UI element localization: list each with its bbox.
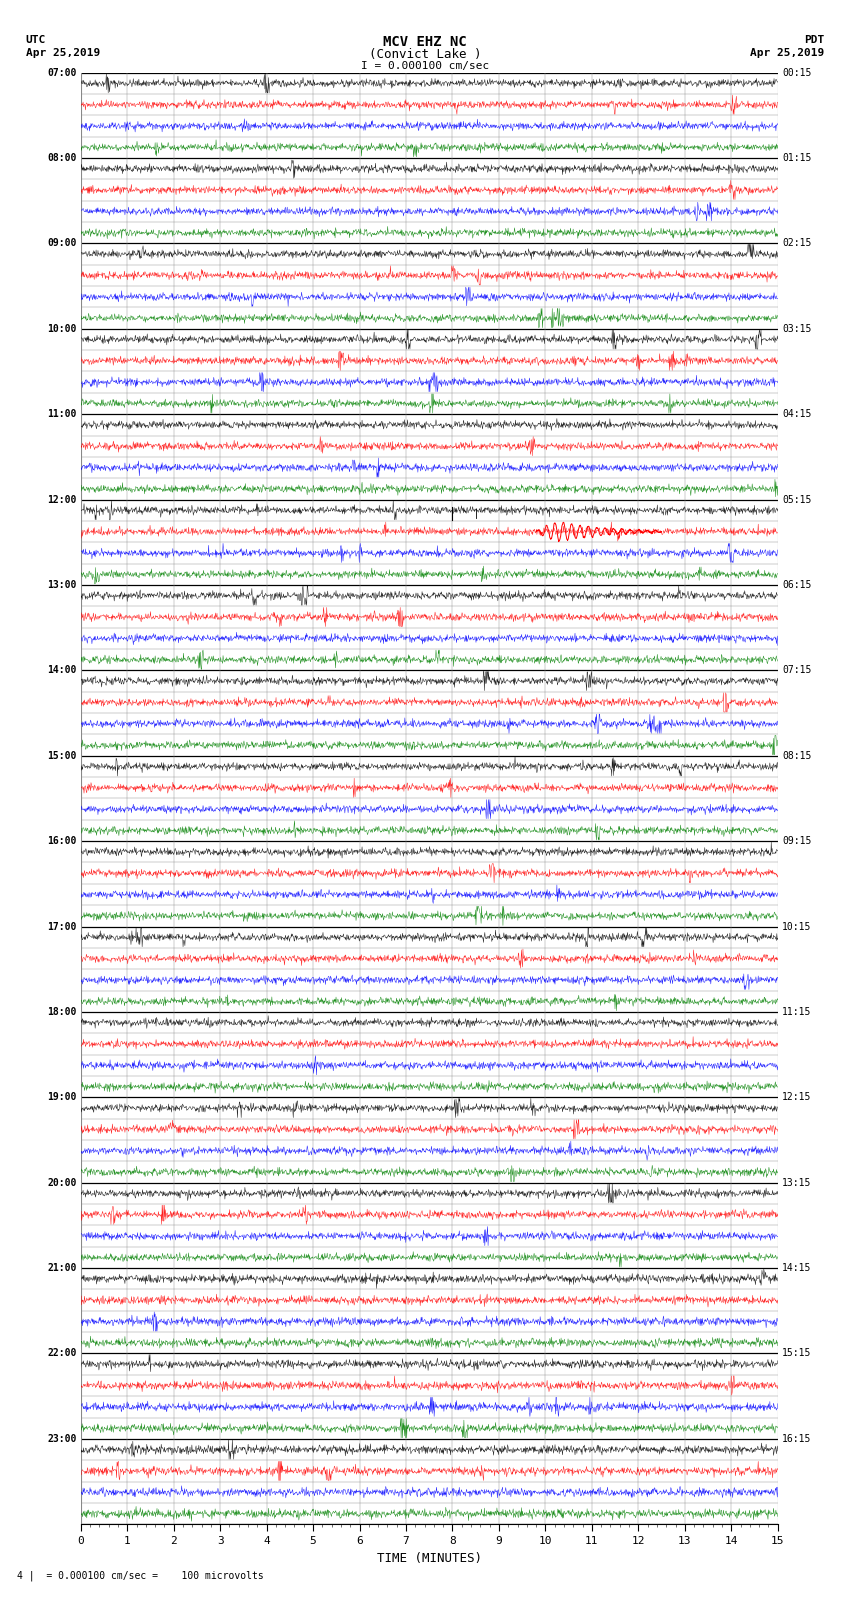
Text: MCV EHZ NC: MCV EHZ NC — [383, 35, 467, 50]
Text: 03:15: 03:15 — [782, 324, 811, 334]
Text: 05:15: 05:15 — [782, 495, 811, 505]
Text: 00:15: 00:15 — [782, 68, 811, 77]
Text: I = 0.000100 cm/sec: I = 0.000100 cm/sec — [361, 61, 489, 71]
Text: 07:00: 07:00 — [48, 68, 76, 77]
Text: 09:15: 09:15 — [782, 836, 811, 847]
Text: 21:00: 21:00 — [48, 1263, 76, 1273]
Text: 13:15: 13:15 — [782, 1177, 811, 1187]
Text: 12:00: 12:00 — [48, 495, 76, 505]
Text: 07:15: 07:15 — [782, 665, 811, 676]
Text: 17:00: 17:00 — [48, 921, 76, 932]
Text: 04:15: 04:15 — [782, 410, 811, 419]
Text: 01:15: 01:15 — [782, 153, 811, 163]
Text: 23:00: 23:00 — [48, 1434, 76, 1444]
Text: 06:15: 06:15 — [782, 581, 811, 590]
Text: 13:00: 13:00 — [48, 581, 76, 590]
Text: 10:15: 10:15 — [782, 921, 811, 932]
Text: 08:00: 08:00 — [48, 153, 76, 163]
Text: Apr 25,2019: Apr 25,2019 — [26, 48, 99, 58]
Text: 11:00: 11:00 — [48, 410, 76, 419]
Text: 14:00: 14:00 — [48, 665, 76, 676]
Text: 14:15: 14:15 — [782, 1263, 811, 1273]
Text: 16:00: 16:00 — [48, 836, 76, 847]
Text: 18:00: 18:00 — [48, 1007, 76, 1016]
Text: 16:15: 16:15 — [782, 1434, 811, 1444]
Text: 19:00: 19:00 — [48, 1092, 76, 1102]
Text: 12:15: 12:15 — [782, 1092, 811, 1102]
Text: 09:00: 09:00 — [48, 239, 76, 248]
Text: 10:00: 10:00 — [48, 324, 76, 334]
Text: 11:15: 11:15 — [782, 1007, 811, 1016]
Text: 22:00: 22:00 — [48, 1348, 76, 1358]
Text: 02:15: 02:15 — [782, 239, 811, 248]
Text: 4 |  = 0.000100 cm/sec =    100 microvolts: 4 | = 0.000100 cm/sec = 100 microvolts — [17, 1569, 264, 1581]
Text: UTC: UTC — [26, 35, 46, 45]
X-axis label: TIME (MINUTES): TIME (MINUTES) — [377, 1552, 482, 1565]
Text: (Convict Lake ): (Convict Lake ) — [369, 48, 481, 61]
Text: 08:15: 08:15 — [782, 750, 811, 761]
Text: Apr 25,2019: Apr 25,2019 — [751, 48, 824, 58]
Text: 15:15: 15:15 — [782, 1348, 811, 1358]
Text: 15:00: 15:00 — [48, 750, 76, 761]
Text: PDT: PDT — [804, 35, 824, 45]
Text: 20:00: 20:00 — [48, 1177, 76, 1187]
